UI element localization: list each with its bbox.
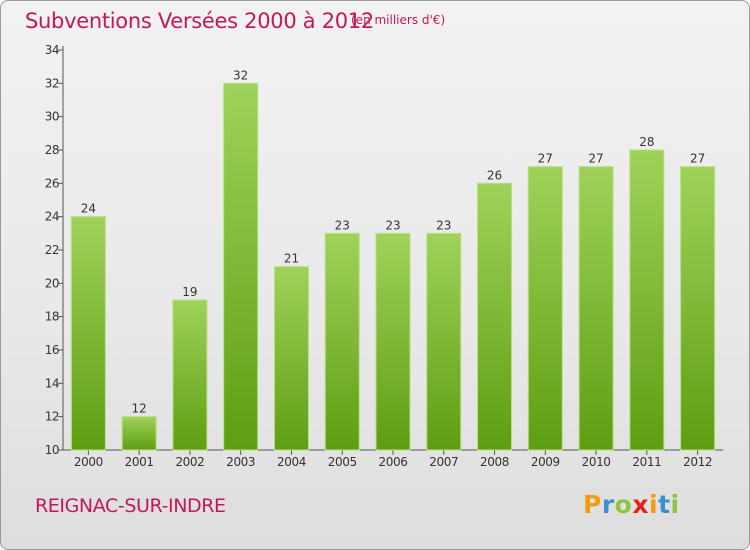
x-tick-label: 2011 (632, 455, 661, 469)
bar (324, 232, 360, 451)
data-label: 21 (284, 252, 299, 266)
logo-letter: o (614, 490, 633, 519)
bar (223, 82, 259, 451)
y-tick-label: 12 (45, 410, 59, 424)
logo-letter: x (632, 490, 649, 519)
y-tick-label: 30 (45, 110, 59, 124)
x-tick-label: 2001 (125, 455, 154, 469)
data-label: 28 (639, 135, 654, 149)
logo-letter: r (601, 490, 615, 519)
x-tick-label: 2007 (429, 455, 458, 469)
x-tick-label: 2003 (226, 455, 255, 469)
data-label: 32 (233, 68, 248, 82)
x-tick-label: 2008 (480, 455, 509, 469)
data-label: 27 (588, 152, 603, 166)
bar (629, 149, 665, 451)
bar (121, 416, 157, 451)
bar (172, 299, 208, 451)
bar (527, 166, 563, 451)
y-tick-label: 28 (45, 143, 59, 157)
logo-letter: i (670, 490, 680, 519)
bar (680, 166, 716, 451)
logo-letter: i (649, 490, 659, 519)
bar (70, 216, 106, 451)
data-label: 26 (487, 168, 502, 182)
data-label: 23 (385, 218, 400, 232)
x-tick-label: 2002 (175, 455, 204, 469)
proxiti-logo: Proxiti (583, 490, 680, 519)
y-tick-label: 32 (45, 76, 59, 90)
x-tick-label: 2004 (277, 455, 306, 469)
data-label: 12 (132, 402, 147, 416)
x-tick-label: 2006 (379, 455, 408, 469)
y-tick-label: 34 (45, 43, 59, 57)
bars (70, 82, 716, 451)
data-label: 27 (538, 152, 553, 166)
x-tick-label: 2009 (531, 455, 560, 469)
data-label: 27 (690, 152, 705, 166)
data-label: 24 (81, 202, 96, 216)
bar (426, 232, 462, 451)
x-tick-label: 2010 (582, 455, 611, 469)
y-tick-label: 24 (45, 210, 59, 224)
x-tick-label: 2000 (74, 455, 103, 469)
bar (273, 266, 309, 451)
logo-letter: t (658, 490, 671, 519)
chart-subtitle: (en milliers d'€) (351, 13, 446, 27)
data-labels: 24 12 19 32 21 23 23 23 26 27 27 28 27 (81, 68, 706, 415)
y-tick-label: 26 (45, 176, 59, 190)
y-tick-label: 20 (45, 276, 59, 290)
commune-name: REIGNAC-SUR-INDRE (35, 495, 226, 517)
y-tick-label: 16 (45, 343, 59, 357)
bar (578, 166, 614, 451)
chart-title: Subventions Versées 2000 à 2012 (25, 9, 374, 33)
bar (477, 182, 513, 451)
data-label: 23 (436, 218, 451, 232)
y-tick-label: 18 (45, 310, 59, 324)
data-label: 19 (182, 285, 197, 299)
x-tick-label: 2012 (683, 455, 712, 469)
bar (375, 232, 411, 451)
y-tick-label: 10 (45, 443, 59, 457)
data-label: 23 (335, 218, 350, 232)
x-tick-label: 2005 (328, 455, 357, 469)
y-tick-label: 22 (45, 243, 59, 257)
y-tick-label: 14 (45, 376, 59, 390)
logo-letter: P (583, 490, 602, 519)
